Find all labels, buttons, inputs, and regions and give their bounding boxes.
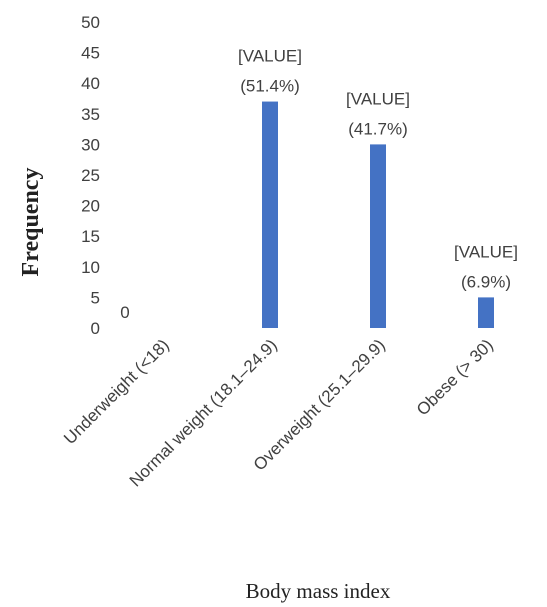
bars — [262, 101, 494, 328]
y-axis-ticks: 0 5 10 15 20 25 30 35 40 45 50 — [81, 13, 100, 338]
data-label: (41.7%) — [348, 119, 408, 138]
data-label: (51.4%) — [240, 77, 300, 96]
y-tick-label: 10 — [81, 258, 100, 277]
y-tick-label: 30 — [81, 135, 100, 154]
bar — [370, 144, 386, 328]
x-axis-tick-labels: Underweight (<18)Normal weight (18.1–24.… — [60, 335, 497, 490]
y-tick-label: 0 — [91, 319, 100, 338]
y-tick-label: 35 — [81, 105, 100, 124]
data-label: [VALUE] — [238, 47, 302, 66]
y-tick-label: 40 — [81, 74, 100, 93]
data-label: [VALUE] — [346, 89, 410, 108]
y-tick-label: 5 — [91, 288, 100, 307]
y-tick-label: 20 — [81, 197, 100, 216]
y-tick-label: 15 — [81, 227, 100, 246]
x-tick-label: Obese (> 30) — [413, 335, 497, 419]
bar — [478, 297, 494, 328]
data-label: [VALUE] — [454, 242, 518, 261]
data-labels: 0 [VALUE] (51.4%) [VALUE] (41.7%) [VALUE] (6.9… — [120, 47, 518, 322]
y-tick-label: 50 — [81, 13, 100, 32]
y-axis-title: Frequency — [18, 168, 44, 277]
data-label: 0 — [120, 303, 129, 322]
y-tick-label: 45 — [81, 44, 100, 63]
x-tick-label: Underweight (<18) — [60, 335, 173, 448]
data-label: (6.9%) — [461, 272, 511, 291]
x-axis-title: Body mass index — [246, 579, 391, 603]
y-tick-label: 25 — [81, 166, 100, 185]
bar — [262, 101, 278, 328]
